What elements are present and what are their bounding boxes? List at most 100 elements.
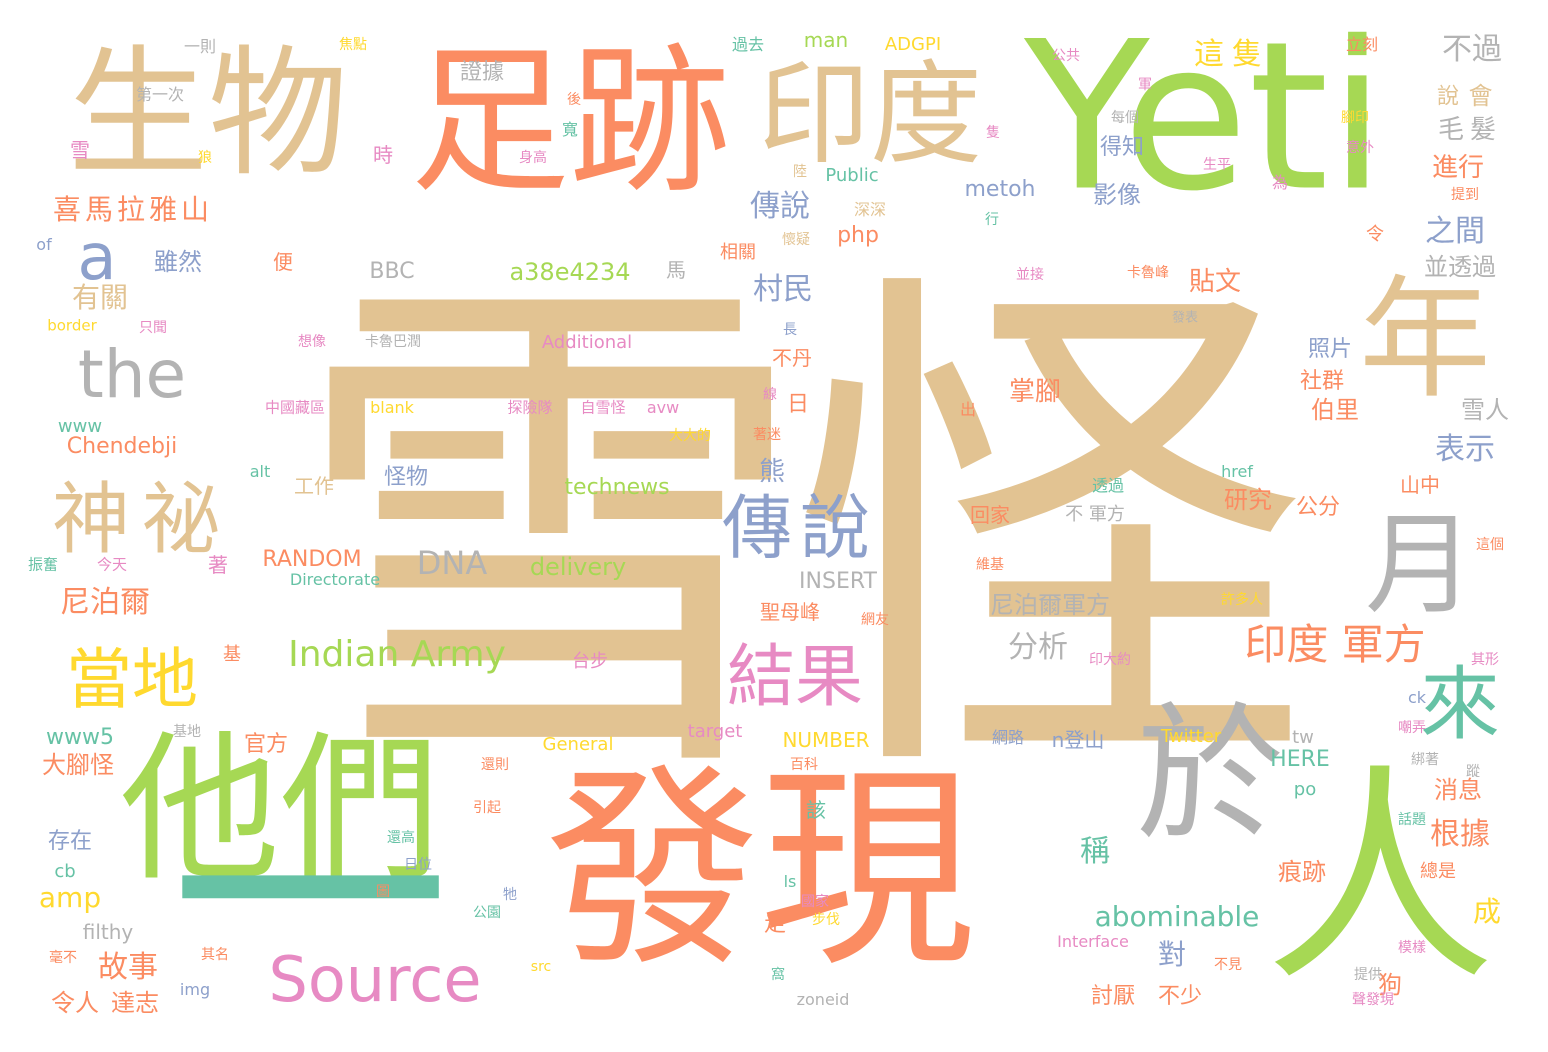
word: 雪人 xyxy=(1461,396,1509,424)
word: RANDOM xyxy=(262,547,362,572)
word: 探險隊 xyxy=(507,398,553,417)
word: 成 xyxy=(1472,895,1502,928)
word: metoh xyxy=(964,177,1036,202)
word: 尼泊爾 xyxy=(60,585,150,620)
word: 他們 xyxy=(119,716,441,903)
word: 官方 xyxy=(243,732,289,757)
word: 為 xyxy=(1271,173,1289,192)
word: 還則 xyxy=(481,757,509,773)
word: 這隻 xyxy=(1194,37,1270,72)
word: 相關 xyxy=(720,242,756,263)
word: 台步 xyxy=(572,651,608,672)
word: 話題 xyxy=(1398,812,1426,828)
word: 影像 xyxy=(1093,181,1141,209)
word: 社群 xyxy=(1299,369,1345,394)
word: 軍 xyxy=(1138,77,1152,93)
word: 國家 xyxy=(801,894,829,910)
word: avw xyxy=(646,398,680,417)
word: 今天 xyxy=(96,555,128,574)
word: HERE xyxy=(1270,747,1330,772)
word: a xyxy=(77,221,117,295)
word: ls xyxy=(783,872,797,891)
word: 令人 xyxy=(51,989,99,1017)
word: 聖母峰 xyxy=(760,600,820,624)
word: NUMBER xyxy=(782,728,870,752)
word: 還高 xyxy=(387,830,415,846)
word: 神祕 xyxy=(51,475,233,565)
word: 雪怪 xyxy=(290,232,1310,838)
word: 達志 xyxy=(111,989,159,1017)
word: 總是 xyxy=(1420,861,1456,882)
word: Public xyxy=(825,165,879,186)
word: 長 xyxy=(783,322,797,338)
word: 身高 xyxy=(519,150,547,166)
word: 雖然 xyxy=(154,248,202,276)
word: 百科 xyxy=(790,757,818,773)
word: 其形 xyxy=(1471,652,1499,668)
word: 雪 xyxy=(70,138,90,162)
word: src xyxy=(530,959,552,975)
word: the xyxy=(77,336,187,413)
word: 人 xyxy=(1264,746,1496,1013)
word: 隻 xyxy=(986,125,1000,141)
word: 提到 xyxy=(1451,187,1479,203)
word: 討厭 xyxy=(1090,984,1136,1009)
word: 日 xyxy=(786,392,810,417)
word: 村民 xyxy=(753,272,813,307)
word: 嘲弄 xyxy=(1398,720,1426,736)
word: a38e4234 xyxy=(509,258,631,286)
word: 基 xyxy=(223,644,241,665)
word: 月 xyxy=(1365,501,1475,629)
word: 許多人 xyxy=(1221,592,1263,608)
word: 自雪怪 xyxy=(580,398,626,417)
word: 圖 xyxy=(376,884,390,900)
word: Interface xyxy=(1057,932,1129,951)
word: BBC xyxy=(369,259,415,284)
word: 稱 xyxy=(1080,834,1110,869)
word: 想像 xyxy=(298,334,326,350)
word: 貼文 xyxy=(1188,267,1242,297)
word: 消息 xyxy=(1434,776,1482,804)
word: 印度 軍方 xyxy=(1244,620,1426,669)
word: 陸 xyxy=(793,164,807,180)
word: 足跡 xyxy=(409,28,731,215)
word: 當地 xyxy=(66,641,198,718)
word: 牠 xyxy=(503,887,517,903)
word: 不少 xyxy=(1157,984,1203,1009)
word: 腳印 xyxy=(1341,110,1369,126)
word: 深深 xyxy=(853,200,887,219)
word: 不 軍方 xyxy=(1065,504,1125,525)
word: technews xyxy=(564,475,670,500)
word: 生物 xyxy=(67,33,349,196)
word: 一 xyxy=(170,737,450,1052)
word: 不過 xyxy=(1442,32,1502,67)
word: 研究 xyxy=(1224,486,1272,514)
word: 得知 xyxy=(1099,135,1145,160)
word: Source xyxy=(268,943,482,1016)
word: 尼泊爾軍方 xyxy=(990,591,1110,619)
word: 透過 xyxy=(1091,476,1125,495)
word: 不丹 xyxy=(772,346,812,370)
word: 步伐 xyxy=(812,912,840,928)
word: php xyxy=(837,223,879,248)
word: 傳說 xyxy=(750,189,810,224)
word: 工作 xyxy=(294,474,334,498)
word: 毫不 xyxy=(49,950,77,966)
word: 公分 xyxy=(1295,495,1341,520)
word: 伯里 xyxy=(1311,396,1359,424)
word: abominable xyxy=(1094,900,1260,933)
word: 振奮 xyxy=(27,555,59,574)
word: border xyxy=(47,316,97,335)
word: n登山 xyxy=(1051,728,1105,752)
word: 回家 xyxy=(970,503,1010,527)
word: Twitter xyxy=(1160,726,1222,747)
word: 喜馬拉雅山 xyxy=(52,193,214,226)
word: General xyxy=(542,734,614,755)
word: 卡魯峰 xyxy=(1127,265,1169,281)
word: 會 xyxy=(1464,83,1492,107)
word: 走 xyxy=(763,912,787,937)
word: 日位 xyxy=(404,857,432,873)
word: 大腳怪 xyxy=(42,751,114,779)
word: alt xyxy=(249,462,271,481)
word: 窩 xyxy=(771,967,785,983)
